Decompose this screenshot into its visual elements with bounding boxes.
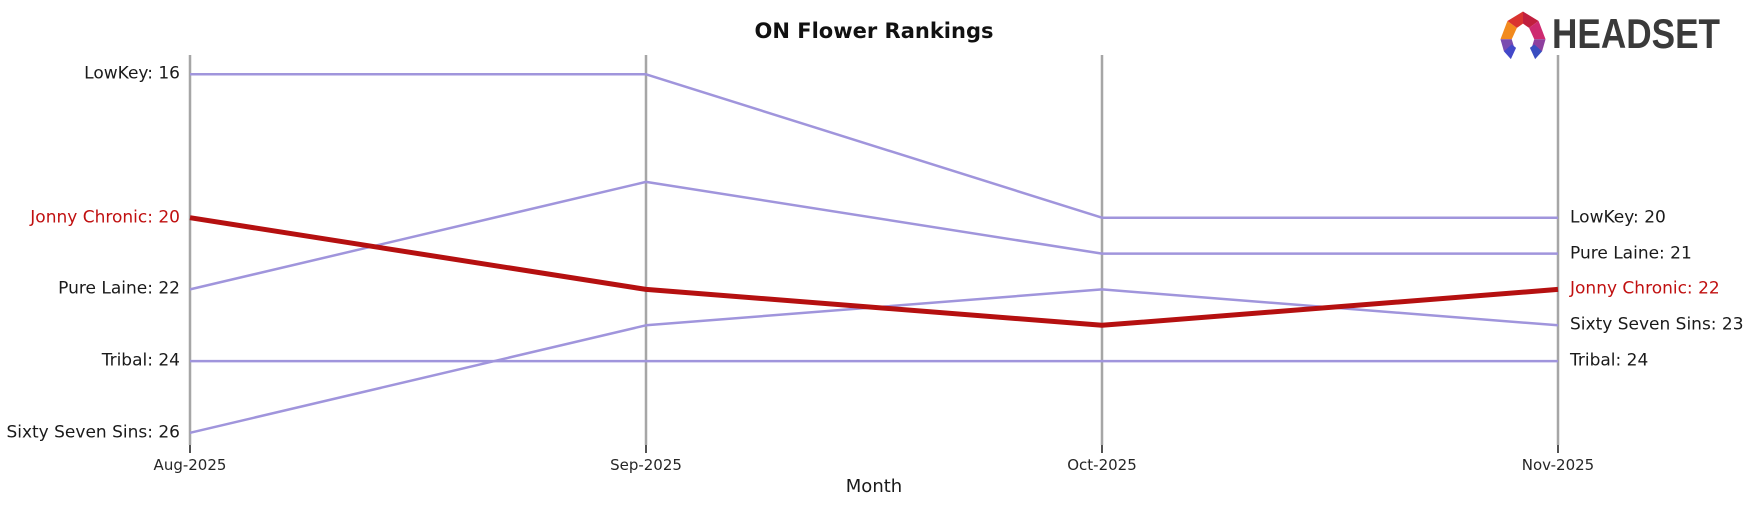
- series-end-label: Pure Laine: 21: [1570, 243, 1692, 264]
- chart-title: ON Flower Rankings: [754, 19, 994, 43]
- series-start-label: Tribal: 24: [101, 350, 180, 371]
- headset-logo-text: HEADSET: [1552, 10, 1720, 57]
- x-tick-label: Nov-2025: [1521, 456, 1595, 474]
- series-end-label: LowKey: 20: [1570, 207, 1666, 228]
- series-line-jonny-chronic: [189, 215, 1559, 328]
- series-start-label: Jonny Chronic: 20: [30, 207, 180, 228]
- headset-logo: HEADSET: [1494, 2, 1740, 64]
- series-end-label: Tribal: 24: [1570, 350, 1649, 371]
- logo-facet-left-leg-blue: [1503, 44, 1517, 60]
- logo-facet-right-magenta: [1529, 21, 1546, 40]
- x-axis-title: Month: [845, 476, 903, 497]
- series-end-label: Jonny Chronic: 22: [1570, 278, 1720, 299]
- series-end-label: Sixty Seven Sins: 23: [1570, 314, 1744, 335]
- logo-facet-left-orange: [1500, 21, 1517, 40]
- logo-facet-right-leg-blue: [1529, 44, 1543, 60]
- headset-logo-icon: [1500, 11, 1546, 60]
- series-start-label: Pure Laine: 22: [58, 278, 180, 299]
- x-tick-label: Sep-2025: [610, 456, 682, 474]
- series-line-pure-laine: [189, 180, 1558, 291]
- x-tick-label: Aug-2025: [153, 456, 227, 474]
- headset-logo-wordmark: HEADSET: [1552, 10, 1720, 57]
- series-start-label: LowKey: 16: [84, 63, 180, 84]
- logo-facet-upper-right-crimson: [1523, 11, 1539, 28]
- x-tick-label: Oct-2025: [1067, 456, 1137, 474]
- series-start-label: Sixty Seven Sins: 26: [6, 422, 180, 443]
- series-line-lowkey: [190, 73, 1558, 219]
- logo-facet-upper-left-red: [1507, 11, 1523, 28]
